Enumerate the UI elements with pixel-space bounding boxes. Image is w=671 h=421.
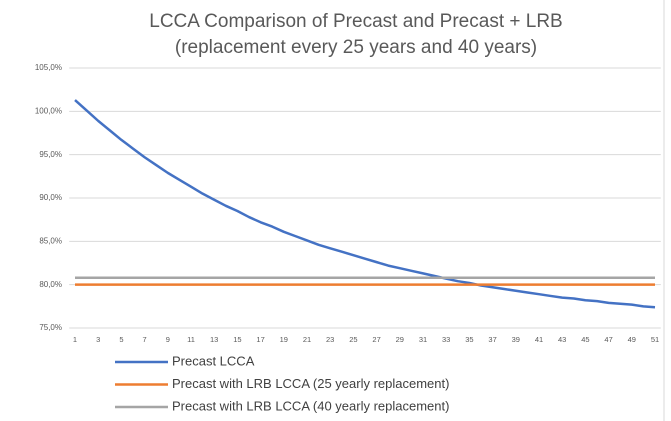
line-series	[74, 99, 656, 309]
x-tick-label: 9	[166, 335, 170, 344]
x-tick-label: 45	[581, 335, 589, 344]
x-tick-label: 41	[535, 335, 543, 344]
y-tick-label: 75,0%	[39, 323, 62, 332]
y-tick-label: 85,0%	[39, 236, 62, 245]
x-tick-label: 13	[210, 335, 218, 344]
x-tick-label: 47	[604, 335, 612, 344]
x-tick-label: 35	[465, 335, 473, 344]
x-tick-label: 31	[419, 335, 427, 344]
x-tick-label: 43	[558, 335, 566, 344]
x-tick-label: 23	[326, 335, 334, 344]
x-tick-label: 29	[396, 335, 404, 344]
x-tick-label: 7	[143, 335, 147, 344]
x-tick-label: 1	[73, 335, 77, 344]
y-tick-label: 90,0%	[39, 193, 62, 202]
chart-title: (replacement every 25 years and 40 years…	[175, 37, 537, 58]
legend-label: Precast with LRB LCCA (25 yearly replace…	[172, 376, 449, 391]
x-tick-label: 51	[651, 335, 659, 344]
x-tick-label: 11	[187, 335, 195, 344]
x-tick-label: 49	[628, 335, 636, 344]
y-tick-label: 95,0%	[39, 150, 62, 159]
chart-title: LCCA Comparison of Precast and Precast +…	[149, 11, 562, 32]
x-tick-label: 5	[119, 335, 123, 344]
x-tick-label: 21	[303, 335, 311, 344]
x-tick-label: 25	[349, 335, 357, 344]
x-tick-label: 19	[280, 335, 288, 344]
x-tick-label: 27	[372, 335, 380, 344]
x-tick-label: 39	[512, 335, 520, 344]
legend-label: Precast with LRB LCCA (40 yearly replace…	[172, 398, 449, 413]
y-tick-label: 100,0%	[35, 106, 62, 115]
x-tick-label: 37	[488, 335, 496, 344]
x-tick-label: 33	[442, 335, 450, 344]
x-tick-label: 17	[256, 335, 264, 344]
y-tick-label: 80,0%	[39, 280, 62, 289]
x-tick-label: 15	[233, 335, 241, 344]
x-tick-label: 3	[96, 335, 100, 344]
legend-label: Precast LCCA	[172, 353, 255, 368]
y-tick-label: 105,0%	[35, 63, 62, 72]
